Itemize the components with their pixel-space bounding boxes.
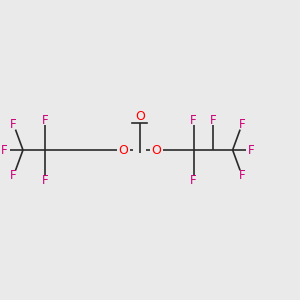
Text: F: F bbox=[190, 173, 197, 187]
Text: O: O bbox=[118, 143, 128, 157]
Text: F: F bbox=[248, 143, 255, 157]
Text: F: F bbox=[1, 143, 8, 157]
Text: F: F bbox=[210, 113, 217, 127]
Text: F: F bbox=[41, 173, 48, 187]
Text: O: O bbox=[151, 143, 161, 157]
Text: F: F bbox=[10, 118, 16, 131]
Text: F: F bbox=[41, 113, 48, 127]
Text: O: O bbox=[135, 110, 145, 123]
Text: F: F bbox=[10, 169, 16, 182]
Text: F: F bbox=[190, 113, 197, 127]
Text: F: F bbox=[239, 169, 246, 182]
Text: F: F bbox=[239, 118, 246, 131]
